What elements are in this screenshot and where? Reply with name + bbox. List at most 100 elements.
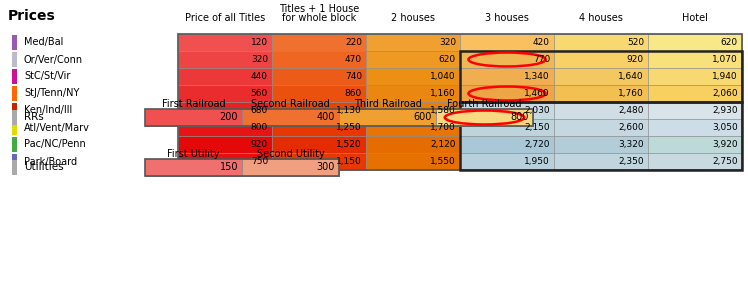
Text: First Utility: First Utility	[168, 149, 220, 159]
Text: 1,760: 1,760	[619, 89, 644, 98]
Bar	[272, 119, 366, 136]
Bar	[12, 86, 17, 101]
Text: 2,480: 2,480	[619, 106, 644, 115]
Text: Hotel: Hotel	[682, 13, 708, 23]
Bar	[554, 34, 648, 51]
Text: 1,250: 1,250	[337, 123, 362, 132]
Text: 420: 420	[533, 38, 550, 47]
Text: 440: 440	[251, 72, 268, 81]
Text: 1,150: 1,150	[337, 157, 362, 166]
Text: 1,160: 1,160	[430, 89, 456, 98]
Text: StC/St/Vir: StC/St/Vir	[24, 71, 70, 81]
Text: 1,040: 1,040	[430, 72, 456, 81]
Text: 1,950: 1,950	[524, 157, 550, 166]
Bar	[12, 137, 17, 152]
Text: 3 houses: 3 houses	[485, 13, 529, 23]
Text: 1,340: 1,340	[524, 72, 550, 81]
Text: 150: 150	[219, 163, 238, 172]
Text: 2,720: 2,720	[524, 140, 550, 149]
Text: 920: 920	[627, 55, 644, 64]
Bar	[554, 136, 648, 153]
Bar	[366, 119, 460, 136]
Bar	[460, 51, 554, 68]
Bar	[272, 85, 366, 102]
Text: 560: 560	[251, 89, 268, 98]
Text: 2,150: 2,150	[524, 123, 550, 132]
Bar	[12, 35, 17, 50]
Bar	[12, 110, 17, 125]
Text: 2 houses: 2 houses	[391, 13, 435, 23]
Bar	[178, 34, 742, 170]
Bar	[554, 119, 648, 136]
Text: for whole block: for whole block	[282, 13, 356, 23]
Bar	[178, 51, 272, 68]
Bar	[272, 102, 366, 119]
Text: 920: 920	[251, 140, 268, 149]
Text: 3,920: 3,920	[712, 140, 738, 149]
Text: First Railroad: First Railroad	[162, 99, 225, 109]
Bar	[242, 109, 339, 126]
Text: 750: 750	[251, 157, 268, 166]
Text: 200: 200	[219, 112, 238, 123]
Text: 520: 520	[627, 38, 644, 47]
Text: 1,460: 1,460	[524, 89, 550, 98]
Text: Second Railroad: Second Railroad	[251, 99, 330, 109]
Bar	[12, 69, 17, 84]
Text: 620: 620	[439, 55, 456, 64]
Bar	[460, 85, 554, 102]
Text: 3,050: 3,050	[712, 123, 738, 132]
Text: 2,060: 2,060	[712, 89, 738, 98]
Bar	[178, 119, 272, 136]
Text: 1,940: 1,940	[712, 72, 738, 81]
Text: 300: 300	[316, 163, 335, 172]
Text: 800: 800	[511, 112, 529, 123]
Text: Prices: Prices	[8, 9, 56, 23]
Bar	[12, 103, 17, 118]
Bar	[242, 159, 339, 176]
Text: Pac/NC/Penn: Pac/NC/Penn	[24, 140, 86, 150]
Bar	[12, 120, 17, 135]
Text: 1,640: 1,640	[619, 72, 644, 81]
Bar	[145, 109, 533, 126]
Bar	[460, 34, 554, 51]
Text: 320: 320	[439, 38, 456, 47]
Text: 2,600: 2,600	[619, 123, 644, 132]
Text: 2,750: 2,750	[712, 157, 738, 166]
Bar	[145, 159, 242, 176]
Bar	[339, 109, 436, 126]
Text: Atl/Vent/Marv: Atl/Vent/Marv	[24, 123, 90, 133]
Bar	[178, 153, 272, 170]
Text: 400: 400	[316, 112, 335, 123]
Text: Utilities: Utilities	[24, 163, 64, 172]
Bar	[178, 85, 272, 102]
Text: Titles + 1 House: Titles + 1 House	[279, 4, 359, 14]
Text: 2,930: 2,930	[712, 106, 738, 115]
Bar	[178, 136, 272, 153]
Text: 1,550: 1,550	[430, 157, 456, 166]
Bar	[366, 68, 460, 85]
Text: 320: 320	[251, 55, 268, 64]
Bar	[272, 153, 366, 170]
Bar	[12, 52, 17, 67]
Text: 770: 770	[533, 55, 550, 64]
Bar	[272, 136, 366, 153]
Bar	[648, 136, 742, 153]
Text: 4 houses: 4 houses	[579, 13, 623, 23]
Text: 1,580: 1,580	[430, 106, 456, 115]
Bar	[366, 51, 460, 68]
Bar	[145, 159, 339, 176]
Bar	[554, 68, 648, 85]
Text: 2,120: 2,120	[431, 140, 456, 149]
Text: 860: 860	[345, 89, 362, 98]
Bar	[366, 136, 460, 153]
Bar	[178, 34, 272, 51]
Text: Second Utility: Second Utility	[257, 149, 325, 159]
Bar	[272, 68, 366, 85]
Bar	[554, 102, 648, 119]
Text: 620: 620	[721, 38, 738, 47]
Bar	[648, 153, 742, 170]
Bar	[178, 102, 272, 119]
Text: 1,520: 1,520	[337, 140, 362, 149]
Bar	[366, 153, 460, 170]
Bar	[178, 68, 272, 85]
